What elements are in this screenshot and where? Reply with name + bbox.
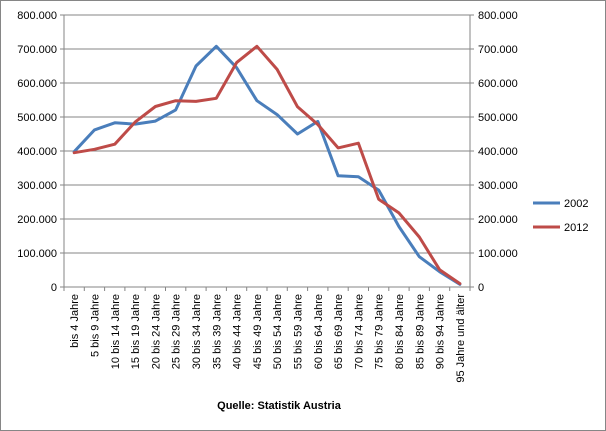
legend-label-2002: 2002 [564, 198, 588, 210]
x-tick-label: 20 bis 24 Jahre [150, 294, 162, 369]
source-caption: Quelle: Statistik Austria [217, 400, 342, 412]
series-line-2012 [72, 44, 462, 286]
y-tick-label-right: 600.000 [478, 78, 518, 90]
x-tick-label: 5 bis 9 Jahre [89, 294, 101, 357]
y-tick-label-left: 600.000 [17, 78, 57, 90]
series-line-2002 [72, 44, 462, 286]
x-tick-label: 40 bis 44 Jahre [232, 294, 244, 369]
x-tick-label: 85 bis 89 Jahre [414, 294, 426, 369]
x-tick-label: 35 bis 39 Jahre [211, 294, 223, 369]
y-axis-left-ticks: 0 100.000 200.000 300.000 400.000 500.000 600.… [17, 10, 64, 294]
x-tick-label: 95 Jahre und älter [455, 294, 467, 383]
y-tick-label-left: 500.000 [17, 112, 57, 124]
y-tick-label-left: 100.000 [17, 248, 57, 260]
x-tick-label: 30 bis 34 Jahre [191, 294, 203, 369]
y-tick-label-left: 800.000 [17, 10, 57, 22]
y-tick-label-right: 400.000 [478, 146, 518, 158]
x-tick-label: 75 bis 79 Jahre [374, 294, 386, 369]
y-tick-label-left: 400.000 [17, 146, 57, 158]
y-tick-label-right: 500.000 [478, 112, 518, 124]
y-tick-label-right: 0 [478, 282, 484, 294]
y-axis-right-ticks: 0 100.000 200.000 300.000 400.000 500.000 600.… [470, 10, 518, 294]
x-tick-label: 45 bis 49 Jahre [252, 294, 264, 369]
y-tick-label-right: 700.000 [478, 44, 518, 56]
series-lines [72, 44, 462, 286]
x-axis-ticks: bis 4 Jahre 5 bis 9 Jahre 10 bis 14 Jahre 1… [63, 287, 471, 383]
y-tick-label-left: 700.000 [17, 44, 57, 56]
x-tick-label: 25 bis 29 Jahre [171, 294, 183, 369]
legend: 2002 2012 [533, 198, 588, 234]
y-tick-label-right: 800.000 [478, 10, 518, 22]
x-tick-label: 60 bis 64 Jahre [313, 294, 325, 369]
y-tick-label-left: 200.000 [17, 214, 57, 226]
legend-label-2012: 2012 [564, 222, 588, 234]
x-tick-label: 10 bis 14 Jahre [110, 294, 122, 369]
y-tick-label-right: 200.000 [478, 214, 518, 226]
x-tick-label: 80 bis 84 Jahre [394, 294, 406, 369]
y-tick-label-right: 300.000 [478, 180, 518, 192]
y-tick-label-left: 300.000 [17, 180, 57, 192]
x-tick-label: bis 4 Jahre [69, 294, 81, 348]
x-tick-label: 15 bis 19 Jahre [130, 294, 142, 369]
x-tick-label: 70 bis 74 Jahre [353, 294, 365, 369]
x-tick-label: 50 bis 54 Jahre [272, 294, 284, 369]
y-tick-label-right: 100.000 [478, 248, 518, 260]
y-tick-label-left: 0 [51, 282, 57, 294]
x-tick-label: 90 bis 94 Jahre [435, 294, 447, 369]
x-tick-label: 65 bis 69 Jahre [333, 294, 345, 369]
x-tick-label: 55 bis 59 Jahre [292, 294, 304, 369]
